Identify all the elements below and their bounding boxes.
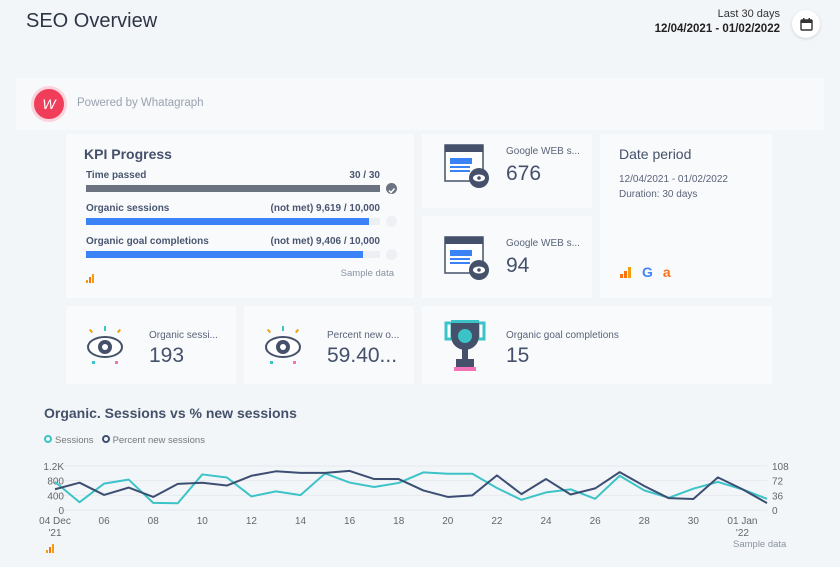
date-range[interactable]: Last 30 days 12/04/2021 - 01/02/2022 — [655, 8, 780, 35]
x-tick: 10 — [197, 516, 209, 527]
y-left-tick: 1.2K — [43, 462, 64, 473]
pending-icon — [386, 216, 397, 227]
x-tick: 01 Jan — [727, 516, 757, 527]
y-left-tick: 400 — [47, 491, 64, 502]
calendar-icon — [799, 17, 813, 31]
kpi-value: (not met) 9,406 / 10,000 — [270, 236, 381, 247]
kpi-row: Time passed 30 / 30 — [86, 170, 380, 181]
chart-sample-data: Sample data — [733, 539, 787, 550]
date-period-title: Date period — [619, 146, 692, 162]
web-value-1: 676 — [506, 162, 542, 185]
date-period-duration: Duration: 30 days — [619, 189, 698, 200]
y-right-tick: 72 — [772, 477, 784, 488]
kpi-value: 30 / 30 — [349, 170, 380, 181]
y-right-tick: 0 — [772, 506, 778, 517]
y-left-tick: 0 — [58, 506, 64, 517]
stat-card-goals: Organic goal completions 15 — [422, 306, 772, 384]
kpi-row: Organic goal completions (not met) 9,406 … — [86, 236, 380, 247]
date-period-dates: 12/04/2021 - 01/02/2022 — [619, 174, 728, 185]
analytics-icon — [46, 540, 56, 558]
range-dates: 12/04/2021 - 01/02/2022 — [654, 23, 780, 35]
x-tick: 12 — [246, 516, 258, 527]
legend-percent-new[interactable]: Percent new sessions — [101, 435, 205, 446]
kpi-progress-bar — [86, 185, 380, 192]
y-right-tick: 36 — [772, 491, 784, 502]
banner — [16, 78, 824, 130]
x-tick: '21 — [48, 528, 61, 539]
trophy-icon — [444, 320, 486, 371]
web-label-1: Google WEB s... — [506, 146, 580, 157]
eye-icon — [265, 326, 301, 364]
date-period-card: Date period 12/04/2021 - 01/02/2022 Dura… — [600, 134, 772, 298]
x-tick: 14 — [295, 516, 307, 527]
ahrefs-icon: a — [662, 264, 671, 280]
x-tick: 20 — [442, 516, 454, 527]
google-analytics-icon — [620, 266, 631, 278]
page-title: SEO Overview — [26, 10, 158, 32]
stat-label: Organic goal completions — [506, 330, 619, 341]
x-tick: 22 — [491, 516, 503, 527]
web-label-2: Google WEB s... — [506, 238, 580, 249]
x-tick: 06 — [99, 516, 111, 527]
pending-icon — [386, 249, 397, 260]
web-card-2: Google WEB s... 94 — [422, 216, 592, 298]
whatagraph-logo: W — [31, 86, 67, 122]
check-icon — [386, 183, 397, 194]
chart-legend: Sessions Percent new sessions — [44, 435, 205, 446]
range-label: Last 30 days — [717, 8, 780, 20]
x-tick: 28 — [639, 516, 651, 527]
web-eye-icon — [444, 236, 489, 280]
kpi-label: Time passed — [86, 170, 147, 181]
kpi-progress-fill — [86, 218, 369, 225]
web-eye-icon — [444, 144, 489, 188]
calendar-button[interactable] — [792, 10, 820, 38]
stat-value: 15 — [506, 344, 530, 367]
sample-data: Sample data — [340, 268, 394, 279]
powered-by: Powered by Whatagraph — [77, 97, 204, 109]
x-tick: 16 — [344, 516, 356, 527]
kpi-label: Organic sessions — [86, 203, 170, 214]
x-tick: 26 — [590, 516, 602, 527]
stat-value: 193 — [149, 344, 185, 367]
eye-icon — [87, 326, 123, 364]
series-line-percent-new-sessions — [54, 469, 768, 504]
legend-sessions[interactable]: Sessions — [44, 435, 94, 446]
kpi-progress-fill — [86, 251, 363, 258]
stat-card-sessions: Organic sessi... 193 — [66, 306, 236, 384]
kpi-value: (not met) 9,619 / 10,000 — [270, 203, 381, 214]
series-line-sessions — [54, 471, 768, 505]
kpi-progress-bar — [86, 218, 380, 225]
stat-card-percent-new: Percent new o... 59.40... — [244, 306, 414, 384]
x-tick: 04 Dec — [39, 516, 71, 527]
web-card-1: Google WEB s... 676 — [422, 134, 592, 208]
kpi-card: KPI Progress Time passed 30 / 30 Organic … — [66, 134, 414, 298]
x-tick: 24 — [540, 516, 552, 527]
kpi-title: KPI Progress — [84, 146, 172, 162]
x-tick: 18 — [393, 516, 405, 527]
kpi-progress-fill — [86, 185, 380, 192]
chart-title: Organic. Sessions vs % new sessions — [44, 405, 297, 421]
kpi-progress-bar — [86, 251, 380, 258]
x-tick: '22 — [736, 528, 749, 539]
y-right-tick: 108 — [772, 462, 789, 473]
x-tick: 30 — [688, 516, 700, 527]
web-value-2: 94 — [506, 254, 530, 277]
kpi-label: Organic goal completions — [86, 236, 209, 247]
stat-value: 59.40... — [327, 344, 398, 367]
stat-label: Percent new o... — [327, 330, 400, 341]
x-tick: 08 — [148, 516, 160, 527]
kpi-row: Organic sessions (not met) 9,619 / 10,000 — [86, 203, 380, 214]
stat-label: Organic sessi... — [149, 330, 218, 341]
google-icon: G — [642, 264, 653, 280]
analytics-icon — [86, 270, 96, 288]
